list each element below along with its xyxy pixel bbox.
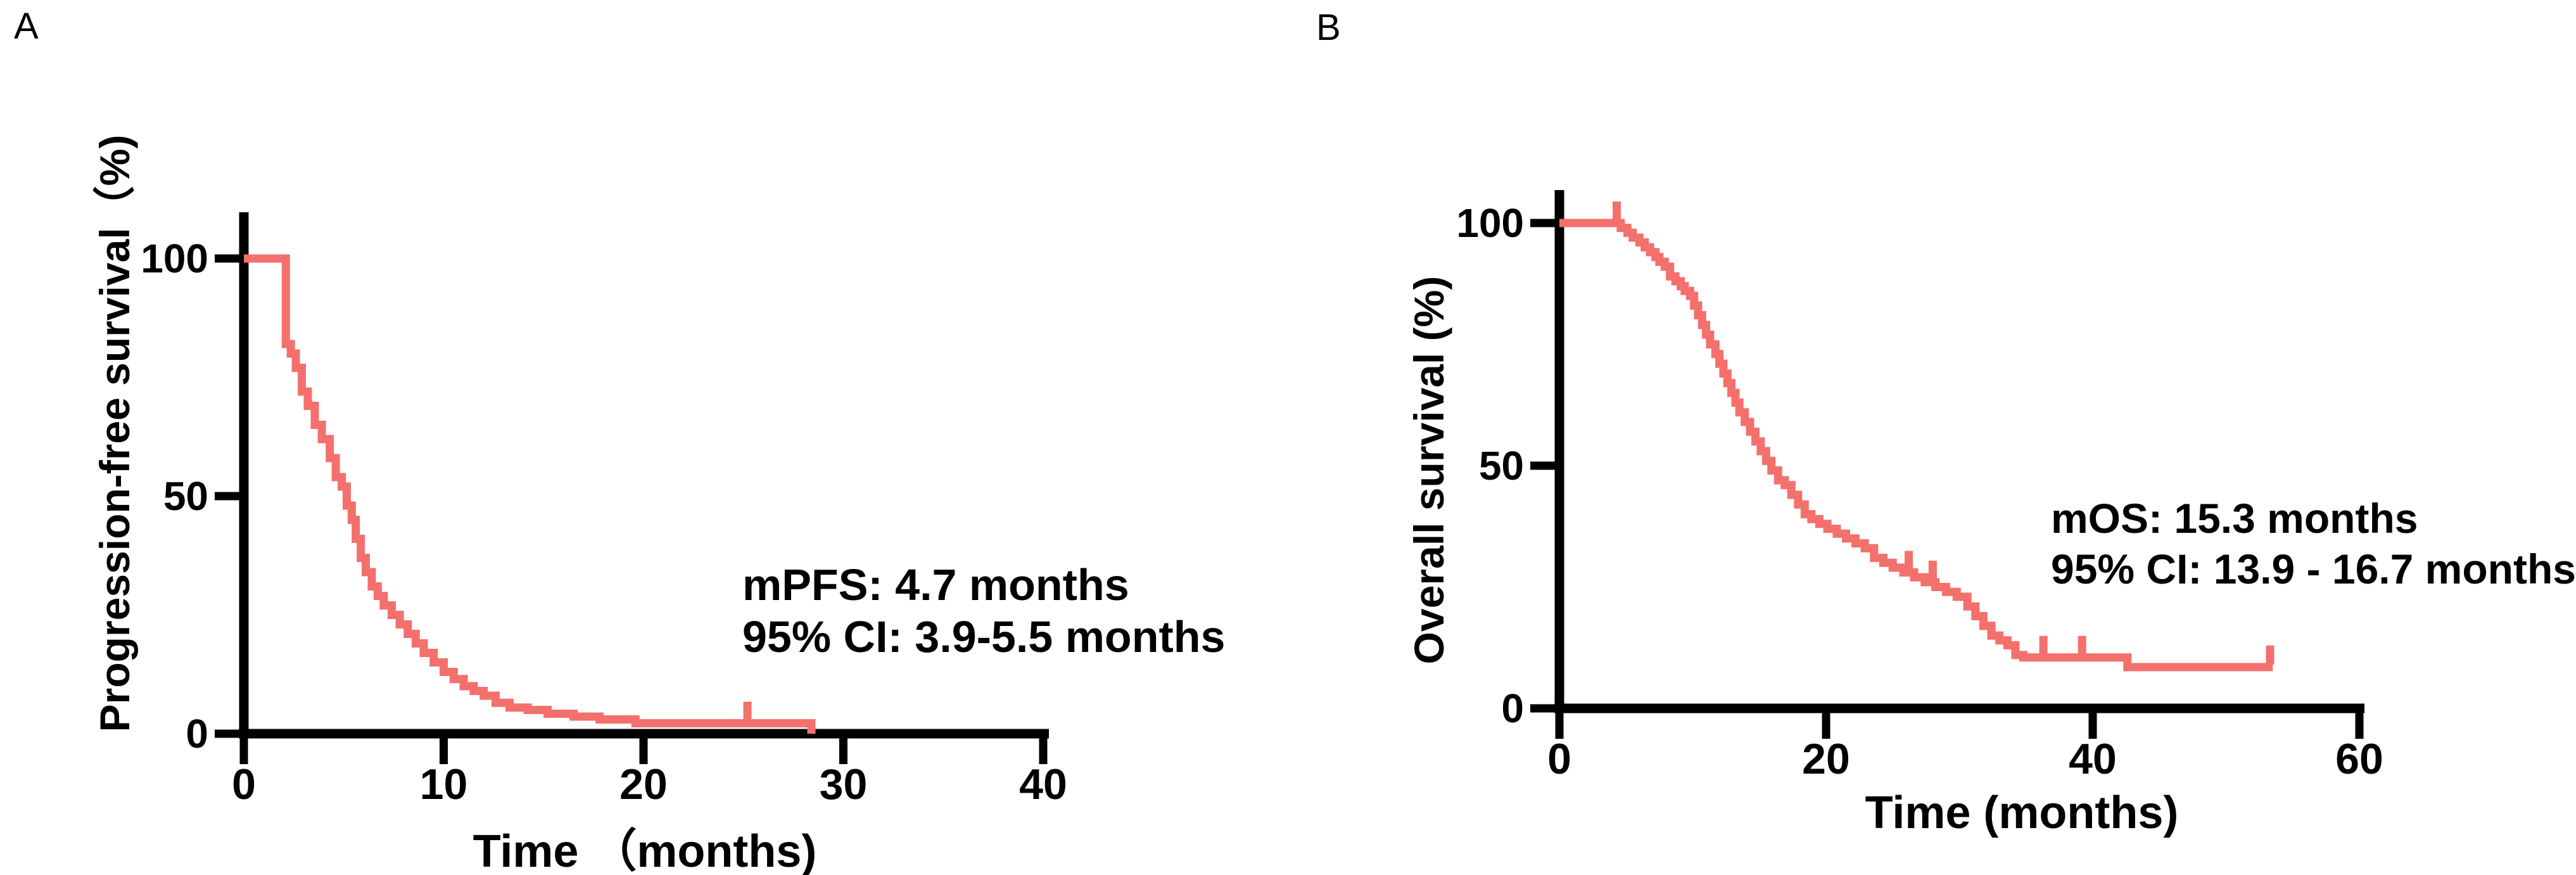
panel-b-ci-label: 95% CI: 13.9 - 16.7 months — [2051, 546, 2576, 592]
panel-b-x-tick-label: 60 — [2335, 735, 2383, 783]
panel-a-x-tick-label: 20 — [619, 760, 668, 808]
panel-a-y-tick-label: 0 — [186, 711, 208, 757]
panel-a-ci-label: 95% CI: 3.9-5.5 months — [742, 612, 1226, 661]
panel-b-x-tick-label: 0 — [1547, 735, 1571, 783]
panel-b-x-axis-title: Time (months) — [1865, 788, 2179, 838]
panel-a-plot — [215, 212, 1049, 764]
panel-a-y-tick-label: 100 — [141, 236, 208, 281]
panel-b-x-tick-label: 40 — [2069, 735, 2117, 783]
panel-b-median-label: mOS: 15.3 months — [2051, 495, 2418, 542]
panel-b-y-tick-label: 100 — [1456, 200, 1524, 246]
panel-b-annotation: mOS: 15.3 months 95% CI: 13.9 - 16.7 mon… — [2051, 493, 2576, 594]
panel-a-x-tick-label: 30 — [819, 760, 868, 808]
panel-a-x-tick-label: 40 — [1019, 760, 1067, 808]
panel-a-km-curve — [244, 254, 816, 734]
panel-a-median-label: mPFS: 4.7 months — [742, 560, 1129, 610]
panel-b-km-curve — [1559, 219, 2273, 672]
panel-a-y-axis-title: Progression-free survival（%) — [91, 134, 138, 732]
panel-b-letter: B — [1316, 7, 1341, 48]
panel-a-x-tick-label: 10 — [419, 760, 468, 808]
panel-b-y-tick-label: 50 — [1478, 443, 1524, 489]
panel-a-letter: A — [14, 6, 39, 47]
panel-a-annotation: mPFS: 4.7 months 95% CI: 3.9-5.5 months — [742, 559, 1225, 663]
panel-b-plot — [1530, 190, 2364, 739]
panel-b-y-tick-label: 0 — [1501, 686, 1524, 731]
panel-a-x-axis-title: Time （months) — [473, 826, 817, 875]
panel-b-x-tick-label: 20 — [1802, 735, 1850, 783]
panel-a-x-tick-label: 0 — [232, 760, 256, 808]
panel-a-y-tick-label: 50 — [163, 473, 208, 519]
